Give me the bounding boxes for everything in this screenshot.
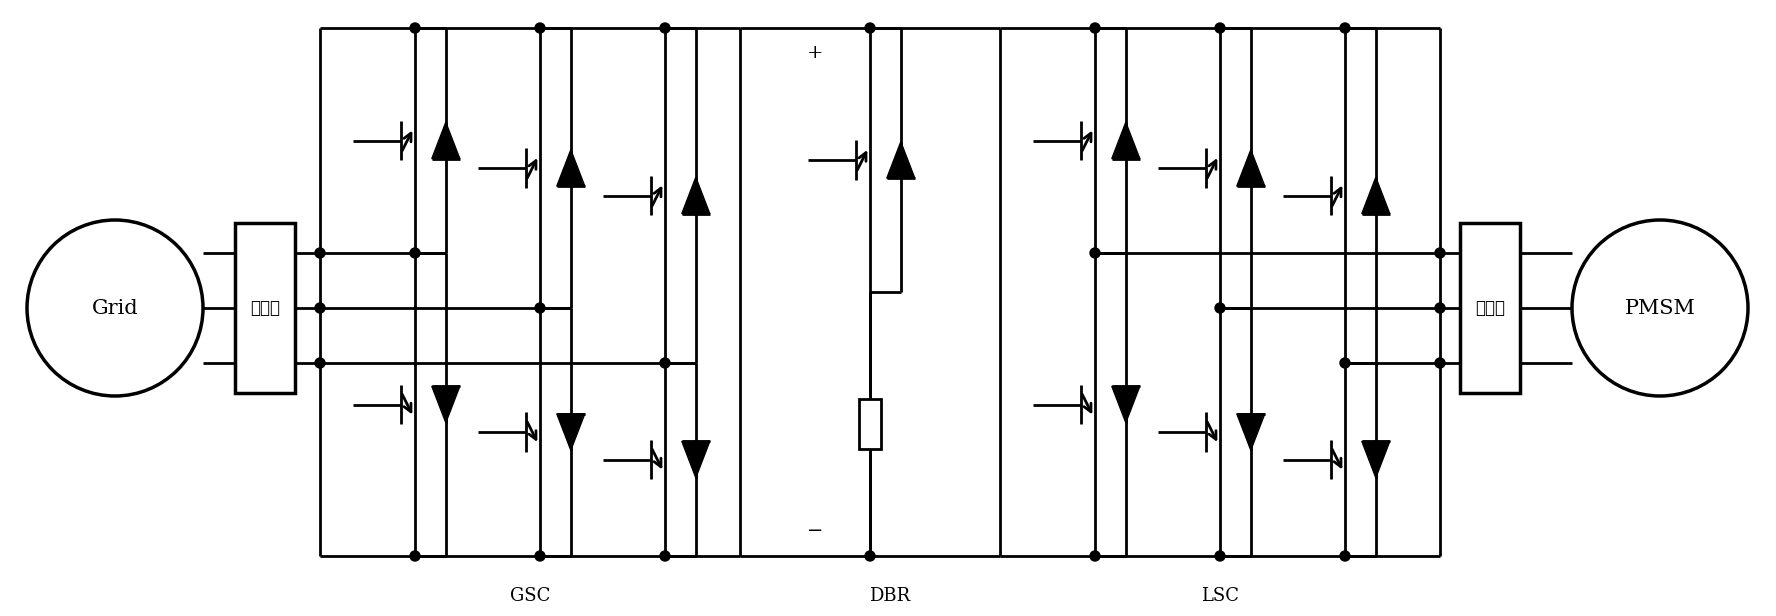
Text: GSC: GSC (510, 587, 551, 605)
Circle shape (1090, 23, 1099, 33)
Polygon shape (1112, 386, 1140, 423)
Circle shape (314, 358, 325, 368)
Circle shape (865, 551, 876, 561)
Polygon shape (1362, 177, 1391, 214)
Circle shape (410, 248, 419, 258)
Text: PMSM: PMSM (1625, 299, 1696, 317)
Circle shape (1090, 551, 1099, 561)
Circle shape (410, 23, 419, 33)
Circle shape (661, 551, 670, 561)
Polygon shape (682, 441, 710, 477)
Polygon shape (1112, 123, 1140, 159)
Circle shape (865, 23, 876, 33)
Text: 滤波器: 滤波器 (1476, 299, 1504, 317)
Circle shape (1572, 220, 1748, 396)
Circle shape (314, 303, 325, 313)
Polygon shape (1236, 150, 1265, 186)
Circle shape (1435, 358, 1446, 368)
Circle shape (27, 220, 202, 396)
Polygon shape (1362, 441, 1391, 477)
Circle shape (1341, 358, 1350, 368)
Circle shape (661, 23, 670, 33)
Text: 滤波器: 滤波器 (250, 299, 281, 317)
Polygon shape (432, 123, 460, 159)
Text: DBR: DBR (870, 587, 911, 605)
Polygon shape (1236, 414, 1265, 450)
Circle shape (535, 303, 545, 313)
Circle shape (1341, 551, 1350, 561)
Polygon shape (558, 414, 584, 450)
Text: +: + (806, 44, 824, 62)
Circle shape (1090, 248, 1099, 258)
Circle shape (1215, 551, 1225, 561)
Bar (234, 223, 295, 393)
Circle shape (1341, 23, 1350, 33)
Circle shape (314, 248, 325, 258)
Circle shape (535, 23, 545, 33)
Circle shape (1435, 248, 1446, 258)
Circle shape (1215, 303, 1225, 313)
Circle shape (410, 551, 419, 561)
Bar (860, 399, 881, 449)
Text: −: − (806, 522, 824, 540)
Text: LSC: LSC (1201, 587, 1240, 605)
Circle shape (661, 358, 670, 368)
Bar (1460, 223, 1520, 393)
Polygon shape (432, 386, 460, 423)
Polygon shape (558, 150, 584, 186)
Polygon shape (886, 142, 915, 178)
Circle shape (1215, 23, 1225, 33)
Circle shape (1435, 303, 1446, 313)
Polygon shape (682, 177, 710, 214)
Circle shape (535, 551, 545, 561)
Text: Grid: Grid (92, 299, 139, 317)
